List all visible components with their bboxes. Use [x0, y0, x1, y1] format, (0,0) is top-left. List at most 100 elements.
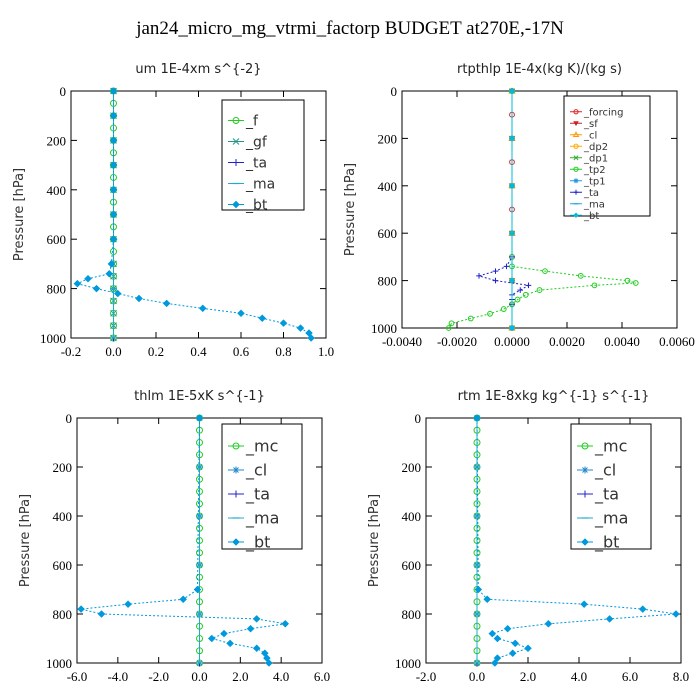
data-point	[220, 629, 228, 638]
x-tick-label: -0.0020	[437, 334, 477, 349]
legend-marker	[581, 466, 589, 474]
legend-label: _cl	[594, 461, 616, 481]
y-tick-label: 800	[47, 282, 67, 297]
data-point	[536, 287, 543, 293]
legend-label: _dp1	[583, 153, 608, 164]
legend-marker	[232, 490, 240, 498]
data-point	[77, 605, 85, 613]
x-tick-label: -2.0	[416, 669, 437, 684]
legend-label: _cl	[245, 461, 267, 481]
data-point	[483, 595, 492, 604]
y-tick-label: 1000	[395, 656, 421, 671]
legend-marker	[573, 155, 579, 161]
data-point	[105, 269, 114, 278]
data-point	[109, 111, 118, 120]
x-tick-label: -4.0	[108, 669, 129, 684]
legend-label: _forcing	[583, 107, 624, 118]
y-tick-label: 800	[53, 607, 73, 622]
data-point	[467, 315, 474, 322]
data-point	[544, 619, 553, 628]
data-point	[542, 268, 548, 275]
x-tick-label: 8.0	[673, 669, 689, 684]
data-point	[109, 136, 118, 145]
x-tick-label: 0.0020	[549, 334, 585, 349]
legend-label: _ta	[594, 485, 619, 505]
legend-label: _tp2	[583, 165, 606, 176]
data-point	[487, 310, 493, 317]
y-tick-label: 400	[378, 179, 398, 194]
data-point	[474, 585, 483, 594]
legend-label: _bt	[245, 533, 270, 553]
data-point	[195, 414, 204, 422]
data-point	[522, 291, 529, 298]
legend-marker	[572, 131, 580, 137]
data-point	[508, 87, 516, 95]
legend-label: _bt	[594, 533, 619, 553]
y-tick-label: 600	[378, 226, 398, 241]
y-tick-label: 200	[402, 460, 422, 475]
y-tick-label: 0	[415, 411, 422, 426]
data-point	[503, 263, 510, 270]
x-tick-label: -2.0	[148, 669, 169, 684]
panel-title: rtpthlp 1E-4x(kg K)/(kg s)	[457, 62, 622, 77]
x-tick-label: 0.0040	[604, 334, 640, 349]
y-tick-label: 800	[402, 607, 422, 622]
legend-label: _dp2	[583, 142, 608, 153]
data-point	[577, 272, 584, 279]
y-tick-label: 0	[391, 84, 398, 99]
panel-2: rtpthlp 1E-4x(kg K)/(kg s) Pressure [hPa]…	[343, 62, 695, 349]
data-point	[279, 319, 288, 328]
x-tick-label: 6.0	[622, 669, 638, 684]
data-point	[492, 268, 499, 274]
legend-label: _tp1	[583, 176, 606, 187]
legend-label: _ta	[583, 188, 599, 199]
legend-label: _bt	[583, 211, 599, 222]
data-point	[638, 605, 647, 613]
x-tick-label: 4.0	[273, 669, 289, 684]
series-line	[448, 91, 636, 329]
x-tick-label: 2.0	[232, 669, 248, 684]
legend-marker	[573, 166, 579, 172]
legend: _forcing_sf_cl_dp2_dp1_tp2_tp1_ta_ma_bt	[563, 95, 651, 222]
legend-label: _f	[245, 113, 259, 129]
data-point	[500, 306, 507, 312]
legend-box	[221, 423, 303, 550]
series-line	[477, 91, 530, 328]
y-tick-label: 200	[47, 133, 67, 148]
series-line	[476, 417, 676, 664]
y-axis-label: Pressure [hPa]	[367, 494, 382, 587]
x-tick-label: 0.0000	[494, 334, 530, 349]
data-point	[476, 273, 482, 279]
legend-label: _gf	[245, 134, 268, 150]
legend-marker	[232, 442, 240, 450]
data-point	[517, 287, 524, 293]
plot-frame	[425, 417, 682, 664]
y-tick-label: 800	[378, 274, 398, 289]
data-point	[508, 230, 516, 237]
data-point	[124, 600, 132, 609]
legend-box	[221, 99, 305, 211]
data-point	[246, 624, 255, 633]
y-tick-label: 1000	[40, 331, 66, 346]
x-tick-label: -0.0040	[382, 334, 422, 349]
data-point	[511, 639, 520, 648]
data-point	[508, 182, 516, 189]
y-tick-label: 600	[402, 558, 422, 573]
data-point	[179, 595, 188, 604]
data-point	[252, 644, 261, 653]
legend-label: _bt	[245, 197, 268, 213]
data-point	[632, 280, 639, 286]
data-point	[265, 659, 273, 667]
data-point	[207, 634, 216, 643]
x-tick-label: 0.8	[275, 344, 291, 359]
data-point	[97, 610, 106, 618]
data-point	[73, 279, 82, 288]
series-bt	[73, 87, 315, 342]
data-point	[605, 615, 614, 623]
legend: _mc _cl _ta _ma _bt	[221, 423, 303, 553]
x-tick-label: 0.0	[105, 344, 121, 359]
legend-marker	[232, 200, 240, 209]
x-tick-label: 0.4	[190, 344, 207, 359]
legend-marker	[573, 212, 579, 219]
data-point	[226, 639, 234, 648]
